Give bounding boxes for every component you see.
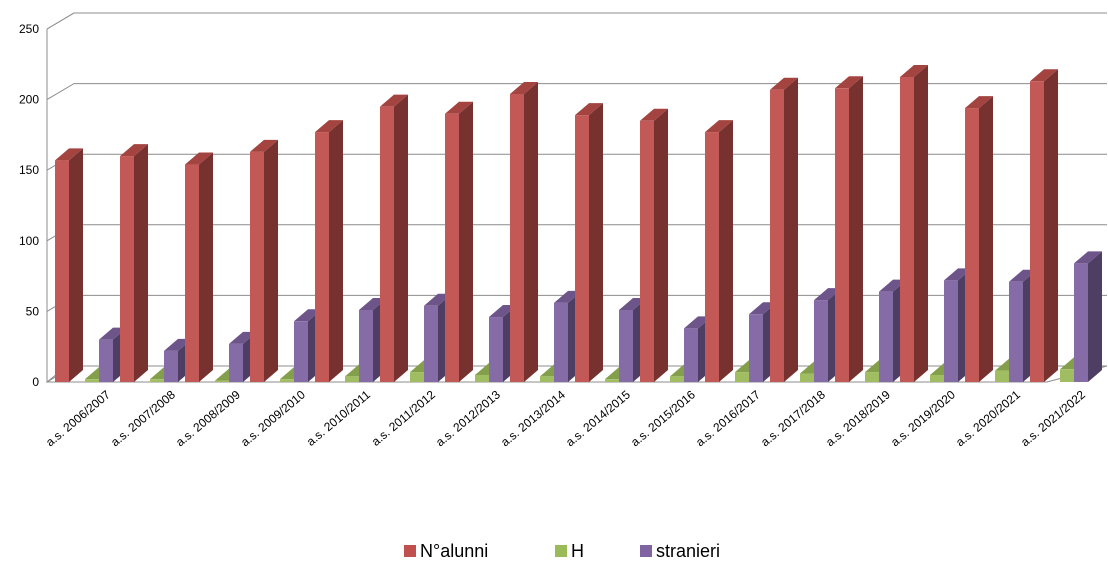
bar-N°alunni <box>770 77 798 382</box>
bar-stranieri <box>1074 251 1102 382</box>
legend-swatch <box>640 545 652 557</box>
x-tick-label: a.s. 2007/2008 <box>108 387 178 449</box>
legend-label: stranieri <box>656 541 720 561</box>
y-axis-ticks: 0 50 100 150 200 250 <box>19 22 39 389</box>
x-tick-label: a.s. 2011/2012 <box>369 387 438 448</box>
bar-N°alunni <box>120 144 148 382</box>
x-tick-label: a.s. 2010/2011 <box>304 387 373 448</box>
bar-N°alunni <box>250 139 278 382</box>
x-tick-label: a.s. 2006/2007 <box>43 387 113 449</box>
bar-N°alunni <box>835 76 863 382</box>
x-tick-label: a.s. 2017/2018 <box>758 387 828 449</box>
y-tick-label: 100 <box>19 234 39 248</box>
chart-bars <box>55 65 1102 383</box>
x-tick-label: a.s. 2009/2010 <box>238 387 308 449</box>
x-tick-label: a.s. 2019/2020 <box>888 387 958 449</box>
bar-N°alunni <box>1030 69 1058 382</box>
bar-N°alunni <box>55 148 83 382</box>
legend-swatch <box>555 545 567 557</box>
y-tick-label: 200 <box>19 93 39 107</box>
bar-N°alunni <box>445 101 473 382</box>
x-tick-label: a.s. 2013/2014 <box>498 387 568 449</box>
x-tick-label: a.s. 2012/2013 <box>433 387 503 449</box>
bar-N°alunni <box>640 108 668 382</box>
bar-N°alunni <box>705 120 733 383</box>
bar-N°alunni <box>185 152 213 382</box>
y-tick-label: 50 <box>26 304 40 318</box>
x-tick-label: a.s. 2008/2009 <box>173 387 243 449</box>
bar-N°alunni <box>965 96 993 383</box>
y-tick-label: 250 <box>19 22 39 36</box>
legend-label: N°alunni <box>420 541 488 561</box>
bar-N°alunni <box>315 120 343 383</box>
gridline <box>46 12 1107 30</box>
legend-item-N°alunni: N°alunni <box>404 541 488 561</box>
x-tick-label: a.s. 2014/2015 <box>563 387 633 449</box>
x-tick-label: a.s. 2015/2016 <box>628 387 698 449</box>
bar-N°alunni <box>575 103 603 382</box>
x-tick-label: a.s. 2020/2021 <box>953 387 1023 449</box>
legend-item-stranieri: stranieri <box>640 541 720 561</box>
x-tick-label: a.s. 2016/2017 <box>693 387 763 449</box>
bar-N°alunni <box>900 65 928 383</box>
x-tick-label: a.s. 2018/2019 <box>823 387 893 449</box>
legend-item-H: H <box>555 541 584 561</box>
legend-swatch <box>404 545 416 557</box>
x-tick-label: a.s. 2021/2022 <box>1018 387 1088 449</box>
bar-N°alunni <box>380 94 408 382</box>
y-tick-label: 150 <box>19 163 39 177</box>
gridline <box>46 83 1107 101</box>
bar-N°alunni <box>510 81 538 383</box>
y-tick-label: 0 <box>32 375 39 389</box>
legend-label: H <box>571 541 584 561</box>
